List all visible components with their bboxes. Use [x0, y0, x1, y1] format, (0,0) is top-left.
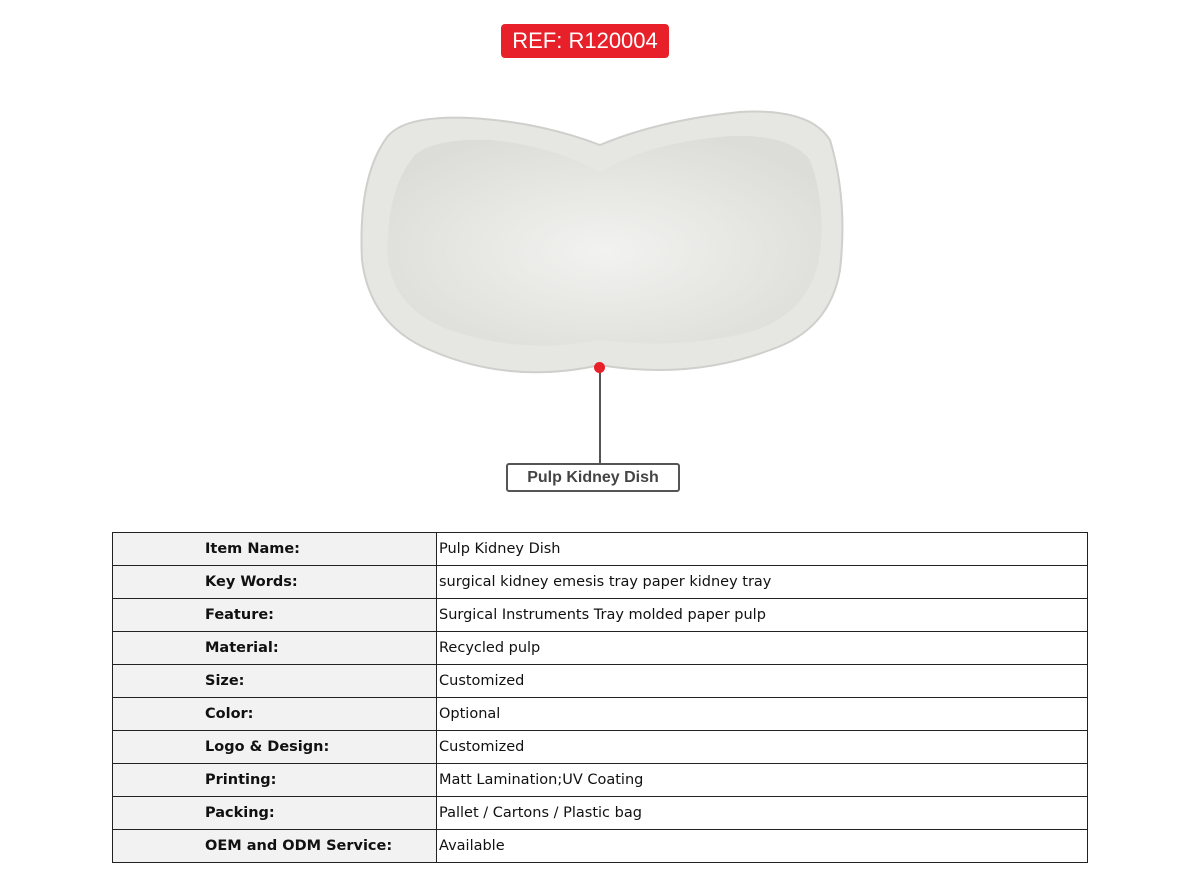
- spec-row: Color: Optional: [112, 697, 1088, 731]
- spec-row: Key Words: surgical kidney emesis tray pa…: [112, 565, 1088, 599]
- callout-leader-line: [599, 368, 601, 464]
- spec-value: surgical kidney emesis tray paper kidney…: [436, 565, 1088, 599]
- spec-row: Item Name: Pulp Kidney Dish: [112, 532, 1088, 566]
- spec-value: Pallet / Cartons / Plastic bag: [436, 796, 1088, 830]
- spec-row: Printing: Matt Lamination;UV Coating: [112, 763, 1088, 797]
- spec-row: Packing: Pallet / Cartons / Plastic bag: [112, 796, 1088, 830]
- spec-label: OEM and ODM Service:: [112, 829, 437, 863]
- spec-label: Color:: [112, 697, 437, 731]
- product-image: [360, 110, 844, 374]
- spec-label: Material:: [112, 631, 437, 665]
- spec-value: Optional: [436, 697, 1088, 731]
- ref-badge: REF: R120004: [501, 24, 669, 58]
- product-callout-label: Pulp Kidney Dish: [506, 463, 680, 492]
- spec-label: Key Words:: [112, 565, 437, 599]
- spec-label: Item Name:: [112, 532, 437, 566]
- spec-label: Logo & Design:: [112, 730, 437, 764]
- spec-row: Material: Recycled pulp: [112, 631, 1088, 665]
- spec-table: Item Name: Pulp Kidney Dish Key Words: surg…: [112, 532, 1088, 863]
- spec-label: Size:: [112, 664, 437, 698]
- spec-value: Matt Lamination;UV Coating: [436, 763, 1088, 797]
- spec-value: Pulp Kidney Dish: [436, 532, 1088, 566]
- callout-marker-dot: [594, 362, 605, 373]
- spec-label: Printing:: [112, 763, 437, 797]
- spec-value: Available: [436, 829, 1088, 863]
- spec-row: OEM and ODM Service: Available: [112, 829, 1088, 863]
- spec-row: Logo & Design: Customized: [112, 730, 1088, 764]
- spec-row: Size: Customized: [112, 664, 1088, 698]
- spec-row: Feature: Surgical Instruments Tray molded…: [112, 598, 1088, 632]
- spec-value: Customized: [436, 664, 1088, 698]
- spec-label: Feature:: [112, 598, 437, 632]
- spec-value: Customized: [436, 730, 1088, 764]
- spec-label: Packing:: [112, 796, 437, 830]
- spec-value: Surgical Instruments Tray molded paper p…: [436, 598, 1088, 632]
- spec-value: Recycled pulp: [436, 631, 1088, 665]
